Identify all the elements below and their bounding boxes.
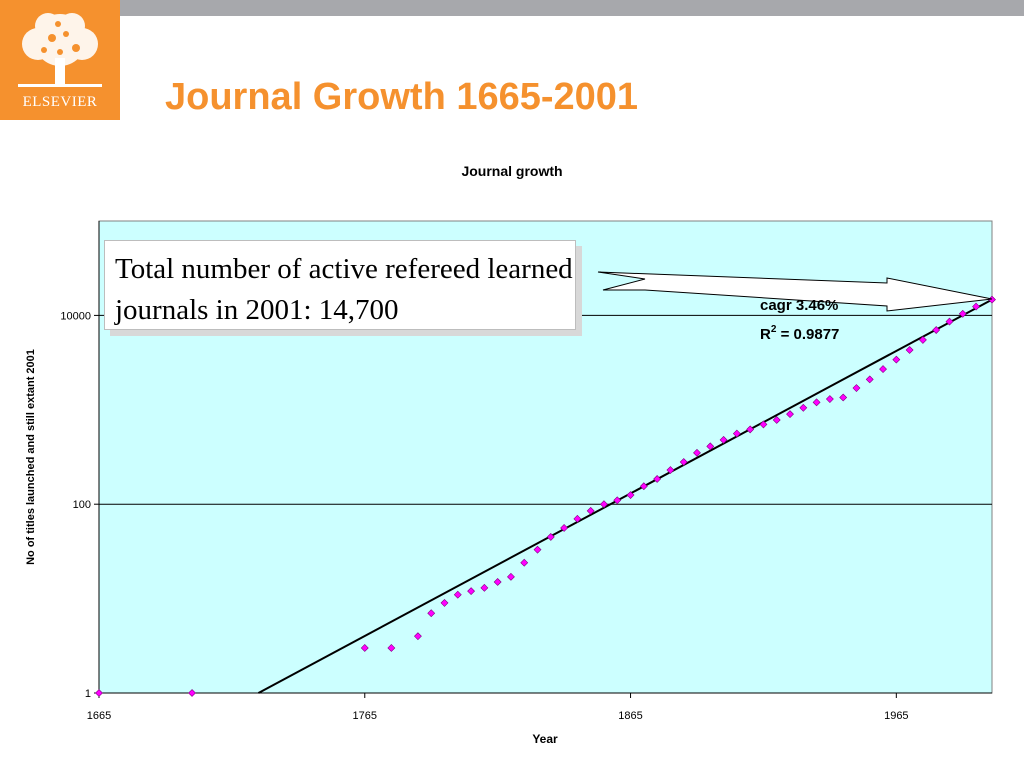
data-point — [653, 475, 662, 483]
data-point — [600, 500, 608, 509]
x-tick-label: 1665 — [87, 710, 111, 722]
data-point — [414, 632, 422, 641]
callout-box: Total number of active refereed learned … — [104, 240, 576, 330]
y-tick-label: 10000 — [60, 310, 91, 322]
r2-superscript: 2 — [771, 324, 777, 335]
data-point — [852, 384, 861, 392]
data-point — [586, 506, 595, 515]
cagr-label: cagr 3.46% — [760, 297, 838, 314]
data-point — [693, 448, 701, 457]
data-point — [706, 442, 715, 451]
data-point — [918, 335, 927, 344]
data-point — [613, 496, 622, 505]
trendline-labels: cagr 3.46% R2 = 0.9877 — [760, 297, 839, 343]
top-bar — [0, 0, 1024, 16]
exponential-fit-line — [257, 298, 993, 694]
data-point — [812, 398, 821, 407]
data-point — [892, 355, 901, 364]
r2-label: R2 = 0.9877 — [760, 324, 839, 343]
elsevier-logo: ELSEVIER — [0, 0, 120, 120]
x-tick-label: 1865 — [618, 710, 642, 722]
data-point — [573, 514, 582, 523]
data-point — [467, 587, 476, 596]
logo-text: ELSEVIER — [22, 94, 98, 110]
data-point — [546, 533, 555, 541]
data-point — [759, 420, 768, 429]
y-tick-label: 100 — [73, 499, 91, 511]
data-point — [958, 309, 967, 318]
data-point — [360, 644, 369, 652]
data-point — [440, 598, 449, 607]
trendline — [257, 298, 993, 694]
data-point — [746, 425, 755, 434]
data-points — [95, 295, 996, 697]
data-point — [95, 689, 103, 697]
r2-value: = 0.9877 — [776, 326, 839, 343]
tree-icon — [18, 13, 102, 87]
arrow-icon — [597, 271, 993, 312]
chart-title: Journal growth — [461, 163, 563, 179]
data-point — [427, 609, 436, 618]
page-title: Journal Growth 1665-2001 — [165, 76, 639, 118]
data-point — [839, 393, 848, 402]
data-point — [905, 346, 914, 354]
r2-prefix: R — [760, 326, 771, 343]
y-axis-label: No of titles launched and still extant 2… — [25, 349, 37, 565]
data-point — [507, 572, 515, 581]
data-point — [945, 317, 954, 326]
data-point — [879, 365, 887, 374]
x-axis-label: Year — [532, 732, 558, 746]
data-point — [786, 410, 794, 419]
data-point — [533, 545, 542, 554]
data-point — [639, 482, 648, 491]
data-point — [865, 375, 874, 384]
data-point — [679, 458, 688, 466]
data-point — [387, 644, 396, 652]
data-point — [772, 416, 781, 424]
data-point — [732, 429, 741, 438]
data-point — [626, 491, 635, 499]
callout-arrow — [597, 271, 993, 312]
data-point — [799, 403, 808, 412]
callout-text: Total number of active refereed learned … — [115, 253, 573, 326]
data-point — [719, 435, 728, 444]
data-point — [560, 524, 569, 532]
data-point — [932, 326, 941, 334]
x-tick-label: 1965 — [884, 710, 908, 722]
data-point — [666, 466, 675, 474]
data-point — [520, 558, 529, 567]
data-point — [493, 578, 502, 586]
x-tick-label: 1765 — [353, 710, 377, 722]
y-tick-label: 1 — [85, 688, 91, 700]
data-point — [825, 395, 834, 403]
data-point — [972, 302, 980, 311]
data-point — [453, 590, 462, 599]
axes: 1 100 10000 1665 1765 1865 1965 — [60, 221, 992, 722]
data-point — [480, 583, 489, 592]
data-point — [188, 689, 196, 697]
